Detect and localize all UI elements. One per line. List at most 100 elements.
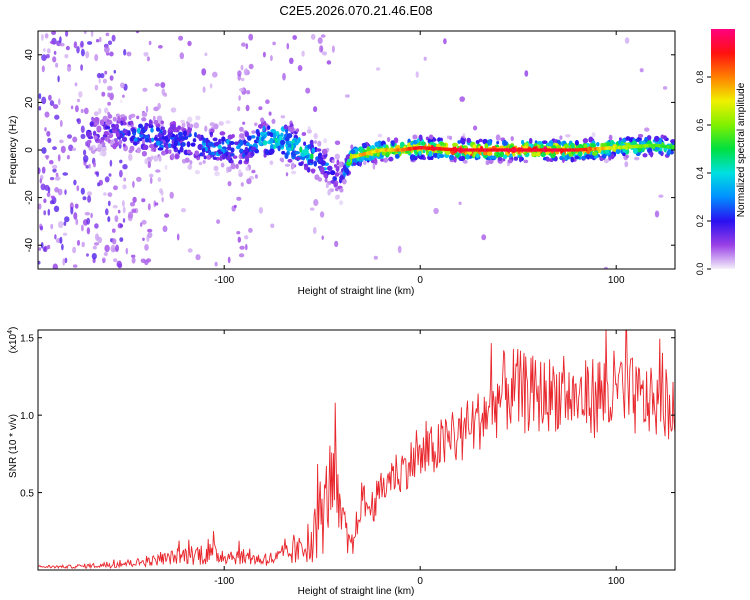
spectrogram-noise-speck bbox=[148, 40, 152, 46]
spectrogram-cell bbox=[570, 156, 575, 163]
spectrogram-cell bbox=[199, 152, 204, 157]
spectrogram-cell bbox=[562, 140, 567, 145]
spectrogram-cell bbox=[316, 148, 322, 152]
spectrogram-noise-speck bbox=[473, 125, 478, 131]
spectrogram-noise-speck bbox=[107, 85, 113, 91]
spectrogram-cell bbox=[138, 123, 143, 129]
spectrogram-cell bbox=[168, 143, 171, 148]
spectrogram-noise-speck bbox=[662, 86, 668, 90]
spectrogram-noise-speck bbox=[141, 219, 147, 225]
spectrogram-noise-speck bbox=[38, 247, 42, 251]
spectrogram-cell bbox=[331, 159, 335, 164]
spectrogram-cell bbox=[234, 141, 240, 146]
spectrogram-noise-speck bbox=[149, 176, 153, 185]
spectrogram-noise-speck bbox=[70, 105, 74, 110]
spectrogram-noise-speck bbox=[72, 147, 77, 151]
spectrogram-noise-speck bbox=[135, 31, 140, 34]
spectrogram-cell bbox=[273, 132, 277, 139]
spectrogram-noise-speck bbox=[44, 127, 47, 132]
spectrogram-cell bbox=[119, 99, 123, 104]
spectrogram-noise-speck bbox=[105, 208, 109, 216]
spectrogram-noise-speck bbox=[415, 71, 419, 78]
spectrogram-noise-speck bbox=[75, 218, 79, 226]
spectrogram-cell bbox=[412, 134, 418, 140]
spectrogram-noise-speck bbox=[41, 33, 44, 41]
spectrogram-cell bbox=[129, 145, 135, 152]
spectrogram-noise-speck bbox=[59, 119, 63, 128]
spectrogram-noise-speck bbox=[117, 209, 121, 214]
spectrogram-noise-speck bbox=[87, 191, 92, 196]
spectrogram-cell bbox=[88, 146, 94, 151]
spectrogram-cell bbox=[218, 138, 222, 145]
spectrogram-noise-speck bbox=[122, 206, 126, 214]
colorbar-tick-label: 0.6 bbox=[695, 119, 705, 132]
spectrogram-cell bbox=[296, 128, 300, 133]
spectrogram-noise-speck bbox=[122, 200, 125, 207]
spectrogram-noise-speck bbox=[236, 196, 242, 201]
spectrogram-cell bbox=[189, 123, 194, 129]
spectrogram-cell bbox=[107, 113, 113, 119]
spectrogram-noise-speck bbox=[54, 234, 57, 240]
spectrogram-cell bbox=[227, 166, 232, 172]
spectrogram-cell bbox=[99, 119, 105, 126]
spectrogram-cell bbox=[184, 151, 188, 156]
spectrogram-noise-speck bbox=[64, 257, 68, 264]
spectrogram-cell bbox=[335, 165, 340, 172]
spectrogram-noise-speck bbox=[301, 50, 305, 57]
spectrogram-noise-speck bbox=[113, 258, 118, 263]
spectrogram-noise-speck bbox=[105, 32, 110, 37]
spectrogram-cell bbox=[244, 131, 249, 138]
spectrogram-cell bbox=[148, 119, 152, 125]
spectrogram-noise-speck bbox=[57, 75, 60, 83]
spectrogram-cell bbox=[258, 124, 263, 129]
spectrogram-cell bbox=[148, 137, 152, 143]
spectrogram-noise-speck bbox=[87, 41, 93, 45]
spectrogram-cell bbox=[213, 123, 219, 130]
spectrogram-noise-speck bbox=[43, 198, 47, 204]
spectrogram-noise-speck bbox=[119, 159, 123, 164]
spectrogram-noise-speck bbox=[309, 207, 315, 211]
spectrogram-cell bbox=[243, 139, 247, 145]
spectrogram-noise-speck bbox=[50, 195, 55, 199]
spectrogram-noise-speck bbox=[74, 203, 79, 209]
spectrogram-noise-speck bbox=[108, 173, 112, 177]
spectrogram-cell bbox=[324, 178, 328, 183]
spectrogram-noise-speck bbox=[86, 227, 91, 235]
spectrogram-noise-speck bbox=[54, 187, 59, 193]
spectrogram-cell bbox=[309, 139, 314, 145]
spectrogram-cell bbox=[307, 167, 310, 173]
spectrogram-cell bbox=[318, 158, 323, 163]
spectrogram-noise-speck bbox=[639, 68, 644, 73]
spectrogram-y-tick-label: 20 bbox=[24, 96, 35, 108]
spectrogram-cell bbox=[156, 126, 160, 132]
spectrogram-noise-speck bbox=[72, 264, 78, 268]
spectrogram-cell bbox=[545, 157, 550, 162]
spectrogram-cell bbox=[213, 142, 217, 147]
spectrogram-cell bbox=[290, 126, 295, 133]
spectrogram-cell bbox=[306, 129, 312, 134]
spectrogram-noise-speck bbox=[101, 91, 106, 97]
snr-plot-area bbox=[38, 330, 675, 570]
spectrogram-noise-speck bbox=[142, 87, 148, 92]
spectrogram-cell bbox=[453, 156, 457, 163]
spectrogram-noise-speck bbox=[153, 200, 157, 208]
spectrogram-noise-speck bbox=[41, 166, 46, 174]
spectrogram-noise-speck bbox=[88, 163, 91, 169]
spectrogram-cell bbox=[153, 120, 159, 125]
spectrogram-cell bbox=[219, 155, 223, 162]
spectrogram-noise-speck bbox=[94, 223, 99, 229]
spectrogram-cell bbox=[271, 118, 276, 124]
spectrogram-noise-speck bbox=[107, 101, 111, 106]
spectrogram-noise-speck bbox=[44, 33, 49, 39]
spectrogram-cell bbox=[137, 127, 141, 134]
spectrogram-noise-speck bbox=[458, 201, 462, 205]
spectrogram-cell bbox=[196, 134, 202, 139]
spectrogram-cell bbox=[654, 135, 660, 142]
spectrogram-cell bbox=[129, 120, 134, 125]
spectrogram-cell bbox=[221, 153, 226, 160]
spectrogram-noise-speck bbox=[99, 36, 102, 43]
spectrogram-cell bbox=[97, 143, 103, 148]
spectrogram-y-tick-label: 0 bbox=[24, 147, 35, 153]
spectrogram-cell bbox=[105, 125, 111, 130]
spectrogram-noise-speck bbox=[52, 168, 57, 173]
